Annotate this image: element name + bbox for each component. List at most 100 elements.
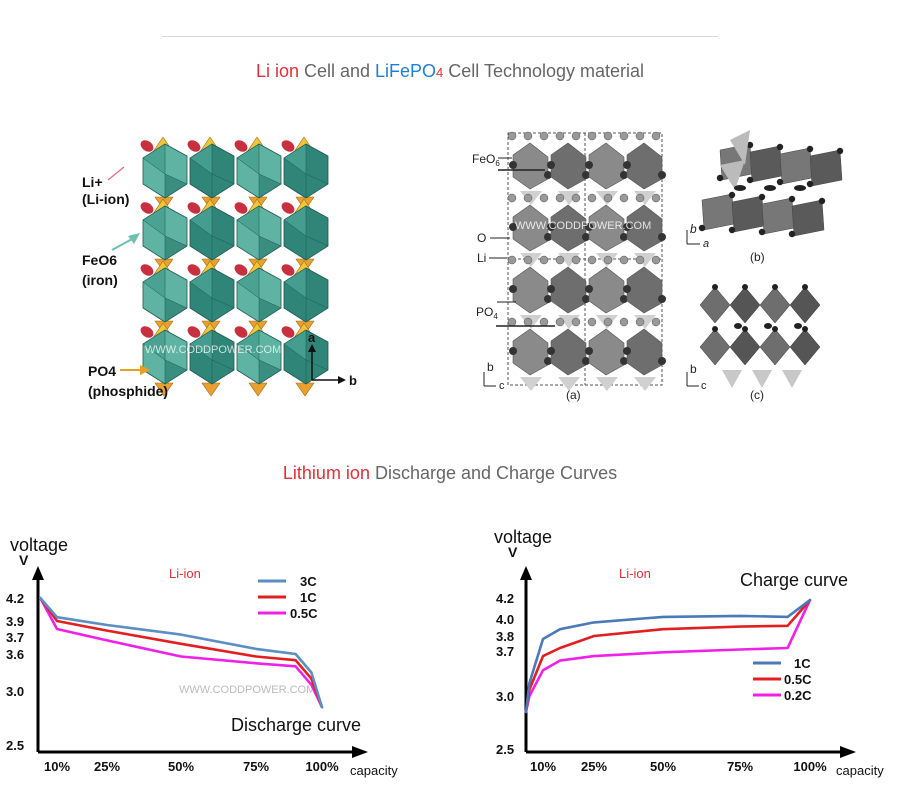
y-tick-label: 4.2 <box>496 591 514 606</box>
y-tick-label: 3.8 <box>496 629 514 644</box>
label-feo: FeO6 <box>472 152 500 168</box>
series-line-3C <box>39 596 324 709</box>
li-ion-icon <box>234 326 248 338</box>
y-tick-label: 3.7 <box>6 630 24 645</box>
title-li-ion: Li ion <box>255 61 299 81</box>
axis-label-c-a: c <box>499 380 505 392</box>
charge-xlabel: capacity <box>836 763 884 778</box>
title-technology-material: Cell Technology material <box>443 61 645 81</box>
label-feo6: FeO6 <box>82 252 117 268</box>
y-tick-label: 2.5 <box>6 738 24 753</box>
li-ion-icon <box>187 202 201 214</box>
x-tick-label: 100% <box>793 759 827 774</box>
li-ion-icon <box>140 326 154 338</box>
li-pointer-line <box>107 166 125 181</box>
axis-label-b-b: b <box>690 222 697 236</box>
x-tick-label: 10% <box>530 759 556 774</box>
title-lifepo: LiFePO <box>375 61 437 81</box>
series-line-0_2C <box>524 598 812 714</box>
axis-label-b-a: b <box>487 360 494 374</box>
li-ion-icon <box>187 326 201 338</box>
li-ion-icon <box>281 264 295 276</box>
legend-label: 1C <box>300 590 317 605</box>
legend-label: 0.2C <box>784 688 812 703</box>
y-tick-label: 3.9 <box>6 614 24 629</box>
li-ion-icon <box>140 140 154 152</box>
feo6-arrow-icon <box>111 233 140 251</box>
lifepo4-structure-gray-b <box>698 130 844 238</box>
title-discharge-charge: Discharge and Charge Curves <box>369 463 618 483</box>
title-lifepo-subscript: 4 <box>436 65 444 80</box>
caption-b: (b) <box>750 250 765 264</box>
discharge-x-arrow-icon <box>352 746 368 758</box>
axis-bc-icon-a <box>483 372 496 387</box>
lifepo4-structure-color <box>140 136 329 397</box>
axis-ab-icon <box>308 344 346 384</box>
charge-y-arrow-icon <box>520 566 532 580</box>
discharge-title: Discharge curve <box>231 715 361 735</box>
x-tick-label: 25% <box>581 759 607 774</box>
y-tick-label: 2.5 <box>496 742 514 757</box>
label-po: PO4 <box>476 305 498 321</box>
li-ion-icon <box>187 140 201 152</box>
caption-c: (c) <box>750 388 764 402</box>
po4-arrow-icon <box>120 365 150 375</box>
legend-label: 3C <box>300 574 317 589</box>
x-tick-label: 100% <box>305 759 339 774</box>
discharge-ylabel: voltage <box>10 535 68 555</box>
li-ion-icon <box>281 202 295 214</box>
section-title-curves: Lithium ion Discharge and Charge Curves <box>0 463 900 484</box>
top-divider <box>162 36 718 37</box>
axis-label-a-b: a <box>703 238 709 250</box>
label-iron: (iron) <box>82 272 118 288</box>
y-tick-label: 3.0 <box>496 689 514 704</box>
section-title-cell-technology: Li ion Cell and LiFePO4 Cell Technology … <box>0 61 900 82</box>
label-phosphide: (phosphide) <box>88 383 168 399</box>
axis-ba-icon-b <box>686 230 700 245</box>
left-structure-labels: Li+ (Li-ion) FeO6 (iron) PO4 (phosphide)… <box>82 166 357 399</box>
li-ion-icon <box>234 264 248 276</box>
legend-label: 0.5C <box>290 606 318 621</box>
y-tick-label: 3.0 <box>6 684 24 699</box>
discharge-subtitle: Li-ion <box>169 566 201 581</box>
crystal-structures: Li+ (Li-ion) FeO6 (iron) PO4 (phosphide)… <box>82 130 844 402</box>
label-po4: PO4 <box>88 363 116 379</box>
label-li-ion: (Li-ion) <box>82 191 129 207</box>
charge-x-arrow-icon <box>840 746 856 758</box>
legend-label: 1C <box>794 656 811 671</box>
x-tick-label: 50% <box>650 759 676 774</box>
axis-label-b: b <box>349 373 357 388</box>
discharge-chart: voltage V 4.2 3.93.7 3.6 3.0 2.5 10% 25% 50% 75… <box>6 535 398 778</box>
li-ion-icon <box>281 326 295 338</box>
x-tick-label: 25% <box>94 759 120 774</box>
watermark-right: WWW.CODDPOWER.COM <box>515 220 651 232</box>
y-tick-label: 4.0 <box>496 612 514 627</box>
li-ion-icon <box>234 202 248 214</box>
watermark-left: WWW.CODDPOWER.COM <box>145 344 281 356</box>
axis-label-a: a <box>308 330 316 345</box>
li-ion-icon <box>140 264 154 276</box>
title-lithium-ion: Lithium ion <box>282 463 370 483</box>
label-o: O <box>477 231 486 245</box>
axis-label-b-c: b <box>690 362 697 376</box>
legend-label: 0.5C <box>784 672 812 687</box>
y-tick-label: 3.7 <box>496 644 514 659</box>
x-tick-label: 50% <box>168 759 194 774</box>
charge-title: Charge curve <box>740 570 848 590</box>
discharge-yunit: V <box>19 552 29 568</box>
x-tick-label: 75% <box>243 759 269 774</box>
discharge-y-arrow-icon <box>32 566 44 580</box>
label-li: Li <box>477 251 486 265</box>
li-ion-icon <box>140 202 154 214</box>
right-structure-labels: FeO6 O Li PO4 b c (a) b a (b) b c (c) <box>472 152 765 402</box>
li-ion-icon <box>281 140 295 152</box>
series-line-1C <box>39 596 324 709</box>
series-line-1C <box>524 598 812 714</box>
charge-yunit: V <box>508 544 518 560</box>
axis-bc-icon-c <box>686 372 699 387</box>
lifepo4-structure-gray-c <box>699 284 821 388</box>
li-ion-icon <box>234 140 248 152</box>
series-line-0_5C <box>39 596 324 709</box>
axis-label-c-c: c <box>701 380 707 392</box>
